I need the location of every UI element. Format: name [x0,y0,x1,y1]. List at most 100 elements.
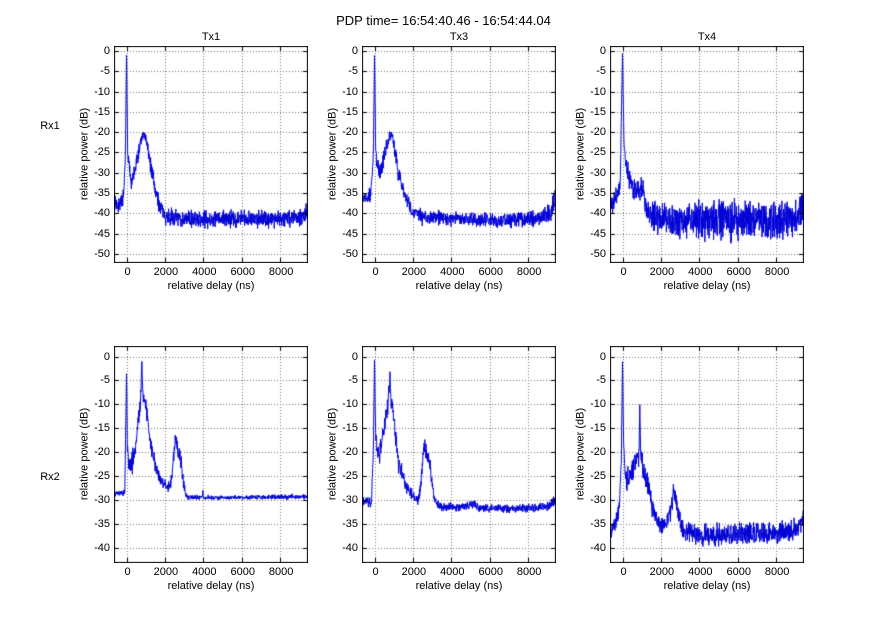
y-tick-label: -40 [590,541,606,554]
y-axis-label-rx2-tx3: relative power (dB) [326,407,338,500]
x-tick-label: 6000 [726,566,751,578]
x-tick-label: 0 [372,266,379,278]
y-tick-label: -35 [590,187,606,200]
y-tick-label: -5 [348,374,358,387]
plot-area-rx2-tx4 [610,346,804,563]
x-tick-label: 6000 [230,566,255,578]
subplot-rx1-tx3: Tx3 0 -5 -10 -15 -20 -25 -30 -35 -40 -45 -50 0 2000 40… [326,31,556,292]
y-tick-label: -15 [94,105,110,118]
x-tick-label: 4000 [440,566,465,578]
x-tick-label: 6000 [230,266,255,278]
y-axis-label-rx2-tx4: relative power (dB) [574,407,586,500]
x-axis-label-rx2-tx1: relative delay (ns) [167,580,255,592]
y-tick-label: -35 [342,187,358,200]
subplot-rx1-tx4: Tx4 0 -5 -10 -15 -20 -25 -30 -35 -40 -45 -50 0 2000 40… [574,31,804,292]
x-tick-label: 0 [124,266,131,278]
plot-area-rx1-tx4 [610,46,804,263]
subplot-rx2-tx3: 0 -5 -10 -15 -20 -25 -30 -35 -40 0 2000 4000 6000 800… [326,346,556,592]
y-tick-label: -25 [590,470,606,482]
figure-title: PDP time= 16:54:40.46 - 16:54:44.04 [336,13,551,28]
y-axis-label-rx2-tx1: relative power (dB) [78,407,90,500]
x-tick-label: 8000 [516,266,542,278]
y-tick-label: -30 [342,493,358,506]
x-tick-label: 2000 [153,566,179,578]
y-tick-label: -10 [590,398,606,411]
y-tick-label: -10 [94,398,110,411]
x-tick-label: 2000 [401,566,427,578]
x-tick-label: 8000 [516,566,542,578]
y-tick-label: -15 [94,422,110,435]
y-tick-label: -40 [342,207,358,220]
plot-area-rx2-tx1 [114,346,308,563]
subplot-rx2-tx1: 0 -5 -10 -15 -20 -25 -30 -35 -40 0 2000 4000 6000 800… [78,346,308,592]
x-tick-label: 8000 [764,566,790,578]
y-tick-label: -25 [94,470,110,482]
y-tick-label: -35 [94,517,110,530]
y-tick-label: -25 [342,146,358,159]
plot-area-rx1-tx1 [114,46,308,263]
y-tick-label: 0 [351,350,358,363]
y-tick-label: -10 [94,85,110,98]
y-tick-label: -40 [342,541,358,554]
y-tick-label: -5 [348,65,358,78]
x-tick-label: 4000 [192,266,217,278]
y-tick-label: -30 [590,493,606,506]
x-tick-label: 0 [620,266,627,278]
y-tick-label: -5 [596,65,606,78]
x-tick-label: 4000 [440,266,465,278]
y-tick-label: 0 [103,350,110,363]
y-tick-label: -35 [590,517,606,530]
y-tick-label: -50 [94,247,110,260]
y-tick-label: -40 [590,207,606,220]
y-tick-label: -45 [590,227,606,240]
y-tick-label: -30 [94,493,110,506]
x-axis-label-rx1-tx3: relative delay (ns) [415,280,503,292]
y-tick-label: -20 [590,126,606,139]
x-tick-label: 4000 [192,566,217,578]
x-tick-label: 8000 [268,566,294,578]
subplot-title-rx1-tx1: Tx1 [201,31,221,43]
x-axis-label-rx1-tx1: relative delay (ns) [167,280,255,292]
x-tick-label: 4000 [688,266,713,278]
x-tick-label: 2000 [401,266,427,278]
y-tick-label: -40 [94,207,110,220]
y-tick-label: -5 [100,65,110,78]
y-tick-label: -40 [94,541,110,554]
x-tick-label: 4000 [688,566,713,578]
y-tick-label: -25 [590,146,606,159]
y-tick-label: -15 [342,422,358,435]
y-tick-label: -10 [590,85,606,98]
y-tick-label: -5 [100,374,110,387]
x-tick-label: 6000 [478,566,503,578]
y-tick-label: -45 [94,227,110,240]
x-tick-label: 2000 [649,266,675,278]
y-tick-label: -20 [94,126,110,139]
y-tick-label: -15 [590,422,606,435]
y-tick-label: 0 [599,45,606,58]
x-tick-label: 2000 [649,566,675,578]
y-tick-label: -15 [342,105,358,118]
subplot-rx1-tx1: Tx1 0 -5 -10 -15 -20 -25 -30 -35 -40 -45 -50 0 2000 40… [78,31,308,292]
y-tick-label: -25 [342,470,358,482]
subplot-title-rx1-tx4: Tx4 [697,31,717,43]
x-axis-label-rx2-tx3: relative delay (ns) [415,580,503,592]
y-tick-label: -20 [94,446,110,459]
x-axis-label-rx2-tx4: relative delay (ns) [663,580,751,592]
x-tick-label: 6000 [726,266,751,278]
subplot-title-rx1-tx3: Tx3 [449,31,469,43]
y-tick-label: 0 [103,45,110,58]
y-tick-label: -25 [94,146,110,159]
y-tick-label: -45 [342,227,358,240]
y-tick-label: -20 [590,446,606,459]
y-tick-label: -5 [596,374,606,387]
x-tick-label: 6000 [478,266,503,278]
subplot-rx2-tx4: 0 -5 -10 -15 -20 -25 -30 -35 -40 0 2000 4000 6000 800… [574,346,804,592]
x-tick-label: 2000 [153,266,179,278]
y-tick-label: -30 [590,166,606,179]
x-tick-label: 0 [372,566,379,578]
y-axis-label-rx1-tx4: relative power (dB) [574,107,586,200]
x-tick-label: 8000 [268,266,294,278]
y-tick-label: -50 [590,247,606,260]
y-axis-label-rx1-tx3: relative power (dB) [326,107,338,200]
